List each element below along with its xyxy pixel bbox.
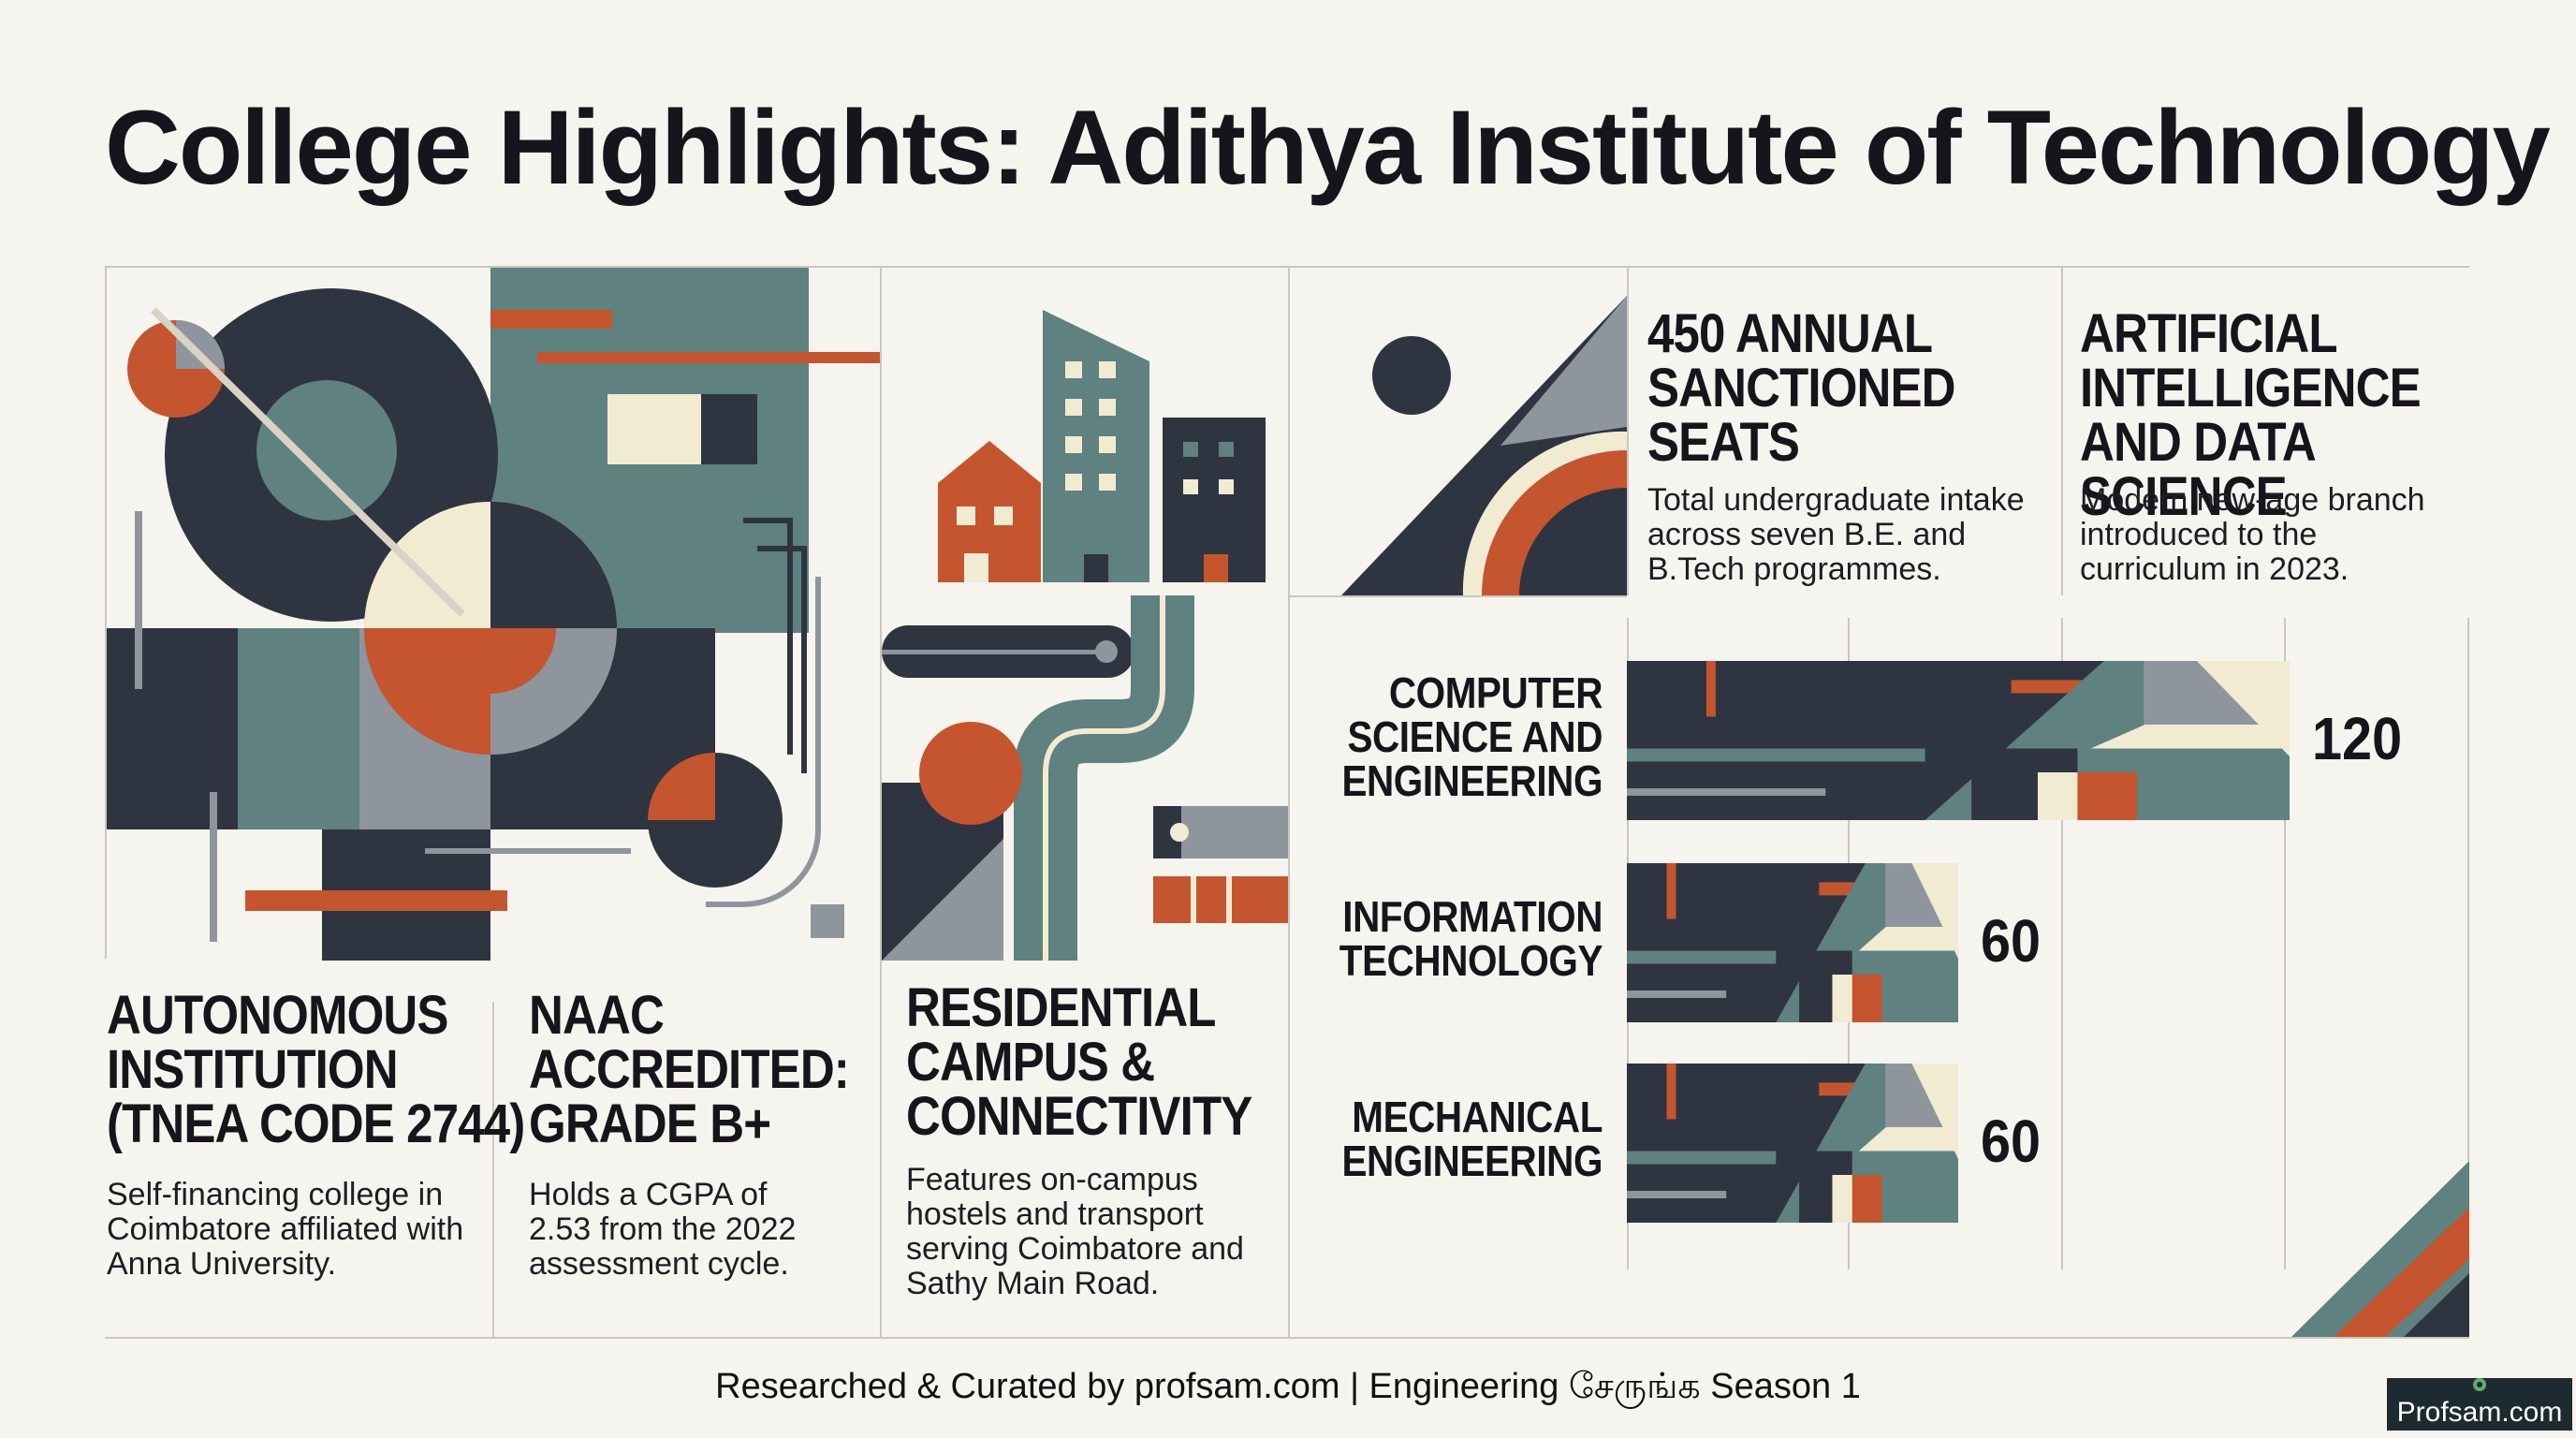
page-title: College Highlights: Adithya Institute of… xyxy=(105,89,2551,206)
divider xyxy=(880,266,882,1337)
autonomous-description: Self-financing college in Coimbatore aff… xyxy=(107,1177,464,1282)
chart-gridline xyxy=(2061,618,2063,1269)
leaf-icon xyxy=(2473,1378,2486,1391)
divider xyxy=(1288,266,1290,1337)
ai-heading: ARTIFICIAL INTELLIGENCE AND DATA SCIENCE xyxy=(2080,303,2422,527)
autonomous-heading: AUTONOMOUS INSTITUTION (TNEA CODE 2744) xyxy=(107,985,525,1154)
divider xyxy=(492,1002,494,1337)
campus-heading: RESIDENTIAL CAMPUS & CONNECTIVITY xyxy=(906,977,1252,1147)
roads-illustration xyxy=(882,595,1288,961)
buildings-illustration xyxy=(938,310,1266,582)
bar xyxy=(1627,661,2290,820)
bar xyxy=(1627,863,1958,1022)
profsam-badge: Profsam.com xyxy=(2387,1378,2572,1431)
seats-description: Total undergraduate intake across seven … xyxy=(1647,482,2025,587)
ai-description: Modern new-age branch introduced to the … xyxy=(2080,482,2425,587)
top-rule xyxy=(105,266,2469,268)
bar-value-label: 120 xyxy=(2312,705,2403,772)
bar-category-label: MECHANICAL ENGINEERING xyxy=(1341,1093,1603,1185)
bar-value-label: 60 xyxy=(1981,907,2042,975)
arc-illustration xyxy=(1341,296,1627,595)
bar xyxy=(1627,1064,1958,1223)
bar-value-label: 60 xyxy=(1981,1108,2042,1175)
chart-gridline xyxy=(2467,618,2469,1161)
badge-label: Profsam.com xyxy=(2396,1397,2563,1428)
naac-heading: NAAC ACCREDITED: GRADE B+ xyxy=(529,985,850,1154)
divider xyxy=(1288,595,1627,597)
chart-gridline xyxy=(2284,618,2286,1269)
campus-description: Features on-campus hostels and transport… xyxy=(906,1162,1244,1301)
geometric-collage-illustration xyxy=(107,268,880,961)
bottom-rule xyxy=(105,1337,2469,1339)
corner-decoration xyxy=(2291,1161,2469,1337)
footer-credit: Researched & Curated by profsam.com | En… xyxy=(715,1367,1861,1406)
left-rule xyxy=(105,266,107,959)
bar-category-label: COMPUTER SCIENCE AND ENGINEERING xyxy=(1341,668,1603,805)
bar-category-label: INFORMATION TECHNOLOGY xyxy=(1339,892,1603,985)
naac-description: Holds a CGPA of 2.53 from the 2022 asses… xyxy=(529,1177,797,1282)
seats-heading: 450 ANNUAL SANCTIONED SEATS xyxy=(1647,303,1956,473)
divider xyxy=(1627,266,1629,595)
divider xyxy=(2061,266,2063,595)
